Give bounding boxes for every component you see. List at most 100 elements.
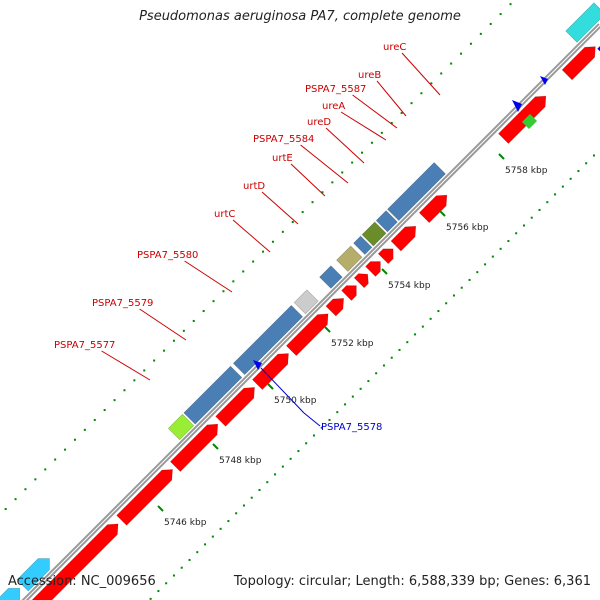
scale-tick-label: 5750 kbp (274, 396, 317, 406)
track-dot (182, 329, 185, 332)
forward-gene-10 (365, 261, 381, 277)
track-dot (440, 72, 443, 75)
forward-gene-12 (390, 225, 417, 252)
feature-blue-6 (387, 162, 446, 221)
track-dot (484, 263, 487, 266)
scale-tick-mark (498, 153, 505, 160)
genome-summary-text: Topology: circular; Length: 6,588,339 bp… (233, 574, 591, 589)
teal-gene (565, 2, 600, 43)
track-dot (398, 348, 401, 351)
track-dot (382, 364, 385, 367)
gene-label-PSPA7_5580: PSPA7_5580 (137, 250, 198, 261)
forward-gene-15 (561, 46, 596, 81)
track-dot (390, 121, 393, 124)
gene-label-ureC: ureC (383, 42, 406, 53)
feature-blue-4 (353, 235, 373, 255)
forward-gene-8 (341, 285, 357, 301)
forward-gene-9 (353, 273, 369, 289)
track-dot (252, 260, 255, 263)
track-dot (305, 442, 308, 445)
track-dot (227, 520, 230, 523)
track-dot (235, 512, 238, 515)
track-dot (113, 399, 116, 402)
leader-line (340, 111, 387, 141)
track-dot (437, 310, 440, 313)
reverse-gene-top (597, 45, 600, 52)
leader-line (260, 367, 305, 414)
gene-label-ureA: ureA (322, 101, 345, 112)
track-dot (281, 465, 284, 468)
track-dot (204, 543, 207, 546)
track-dot (157, 590, 160, 593)
track-dot (420, 92, 423, 95)
leader-line (401, 52, 441, 96)
outer-dotted-track (4, 3, 512, 511)
accession-text: Accession: NC_009656 (8, 574, 156, 589)
track-dot (538, 208, 541, 211)
track-dot (429, 317, 432, 320)
track-dot (271, 240, 274, 243)
leader-line (376, 80, 407, 117)
scale-tick-mark (381, 268, 388, 275)
gene-label-urtD: urtD (243, 181, 265, 192)
track-dot (592, 154, 595, 157)
track-dot (4, 508, 7, 511)
scale-tick-label: 5752 kbp (331, 339, 374, 349)
feature-blue-1 (183, 365, 243, 425)
leader-line (261, 191, 299, 225)
scale-tick-label: 5746 kbp (164, 518, 207, 528)
reverse-gene-small-2 (540, 76, 548, 85)
reverse-gene-small-1 (512, 100, 522, 112)
track-dot (212, 300, 215, 303)
track-dot (202, 310, 205, 313)
feature-blue-3 (319, 265, 343, 289)
track-dot (297, 450, 300, 453)
gene-label-PSPA7_5587: PSPA7_5587 (305, 84, 366, 95)
track-dot (414, 333, 417, 336)
track-dot (258, 488, 261, 491)
track-dot (24, 488, 27, 491)
track-dot (406, 341, 409, 344)
track-dot (476, 271, 479, 274)
track-dot (410, 102, 413, 105)
forward-gene-7 (325, 297, 344, 317)
gene-label-urtE: urtE (272, 153, 293, 164)
track-dot (153, 359, 156, 362)
track-dot (499, 13, 502, 16)
track-dot (163, 349, 166, 352)
forward-gene-2 (116, 469, 173, 526)
gene-label-PSPA7_5577: PSPA7_5577 (54, 340, 115, 351)
cyan-gene-2 (16, 558, 50, 592)
track-dot (93, 418, 96, 421)
feature-blue-2 (232, 304, 304, 376)
reverse-gene-5578 (253, 360, 262, 370)
gene-label-ureD: ureD (307, 117, 331, 128)
track-dot (289, 457, 292, 460)
track-dot (274, 473, 277, 476)
track-dot (312, 434, 315, 437)
track-dot (266, 481, 269, 484)
track-dot (351, 395, 354, 398)
track-dot (491, 255, 494, 258)
track-dot (569, 177, 572, 180)
track-dot (242, 270, 245, 273)
track-dot (445, 302, 448, 305)
track-dot (165, 582, 168, 585)
track-dot (344, 403, 347, 406)
track-dot (291, 220, 294, 223)
track-dot (331, 181, 334, 184)
track-dot (390, 356, 393, 359)
track-dot (577, 170, 580, 173)
map-title: Pseudomonas aeruginosa PA7, complete gen… (139, 9, 461, 24)
track-dot (361, 151, 364, 154)
track-dot (133, 379, 136, 382)
forward-gene-1 (31, 523, 119, 600)
track-dot (262, 250, 265, 253)
scale-tick-mark (212, 443, 219, 450)
leader-line (290, 163, 326, 197)
forward-gene-5 (252, 353, 289, 390)
leader-line (300, 144, 349, 184)
forward-gene-13 (418, 194, 448, 224)
track-dot (336, 411, 339, 414)
